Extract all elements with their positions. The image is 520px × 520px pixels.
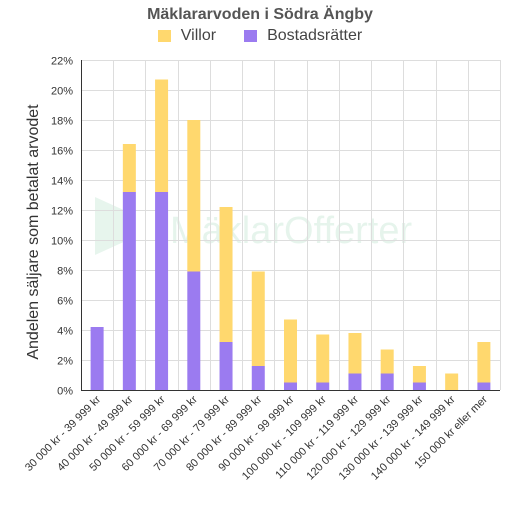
legend: Villor Bostadsrätter [0,27,520,45]
bar-villor [412,366,426,383]
y-tick-label: 22% [51,56,73,68]
bar-villor [251,271,265,366]
legend-swatch-bostadsratter [244,30,258,42]
legend-label-villor: Villor [180,27,217,44]
y-tick-label: 4% [57,326,73,338]
bar-bostadsrtter [284,382,297,390]
y-tick-label: 10% [51,236,73,248]
y-tick-label: 12% [51,206,73,218]
bar-bostadsrtter [90,327,104,390]
bar-villor [445,373,459,390]
bar-villor [284,319,297,383]
legend-item-villor[interactable]: Villor [157,27,217,45]
y-tick-label: 2% [57,356,73,368]
bar-bostadsrtter [412,382,426,390]
bar-bostadsrtter [219,342,233,390]
y-tick-label: 18% [51,116,73,128]
bar-villor [219,207,233,342]
bar-villor [316,334,330,383]
watermark: MäklarOfferter [95,197,412,255]
bar-villor [122,144,136,192]
y-tick-label: 6% [57,296,73,308]
bar-bostadsrtter [477,382,491,390]
bar-villor [187,120,201,272]
y-tick-label: 14% [51,176,73,188]
bar-bostadsrtter [380,373,394,390]
bar-villor [348,333,362,374]
bar-bostadsrtter [155,192,169,390]
y-tick-label: 20% [51,86,73,98]
bar-bostadsrtter [251,366,265,390]
legend-swatch-villor [157,30,171,42]
y-tick-label: 16% [51,146,73,158]
bar-bostadsrtter [316,382,330,390]
bar-villor [380,349,394,374]
watermark-text: MäklarOfferter [170,210,412,252]
y-tick-label: 8% [57,266,73,278]
y-tick-label: 0% [57,386,73,398]
legend-item-bostadsratter[interactable]: Bostadsrätter [244,27,362,45]
bar-villor [477,342,491,383]
bar-bostadsrtter [348,373,362,390]
bar-villor [155,79,169,192]
bar-bostadsrtter [122,192,136,390]
chart-title: Mäklararvoden i Södra Ängby [147,6,373,23]
bar-bostadsrtter [187,271,201,390]
legend-label-bostadsratter: Bostadsrätter [267,27,363,44]
